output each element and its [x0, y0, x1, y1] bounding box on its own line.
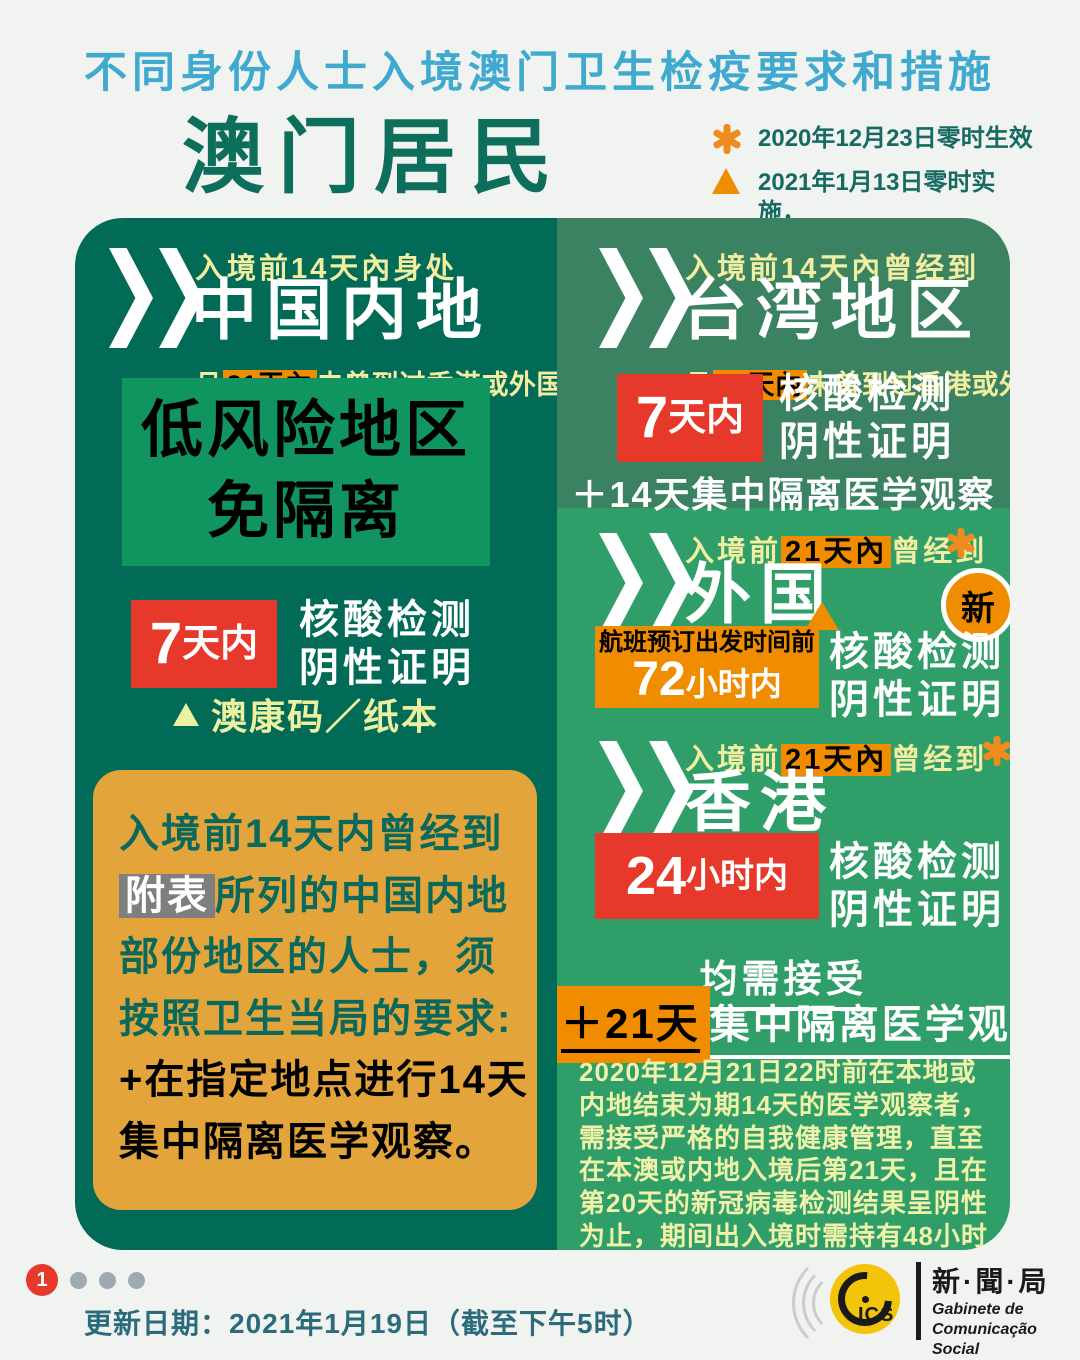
requirement-text: 核酸检测 阴性证明: [299, 598, 475, 690]
hongkong-eyebrow: 入境前 21天內 曾经到: [685, 744, 988, 776]
page-indicator-dot: [99, 1271, 116, 1289]
info-panels: 入境前14天內身处 中国内地 且21天內未曾到过香港或外国 低风险地区 免隔离 …: [75, 218, 1010, 1250]
all-required-line: 均需接受: [557, 948, 1010, 1011]
quarantine-21days-line: ＋21天集中隔离医学观察: [557, 986, 1010, 1063]
chevron-right-icon: [599, 741, 693, 841]
lowrisk-box: 低风险地区 免隔离: [122, 378, 490, 566]
requirement-text: 核酸检测 阴性证明: [779, 372, 955, 464]
sound-wave-arc: [802, 1262, 884, 1344]
triangle-icon: [172, 702, 199, 726]
requirement-text: 核酸检测 阴性证明: [829, 840, 1005, 932]
logo-text: 新·聞·局 Gabinete de Comunicação Social: [932, 1266, 1050, 1358]
gcs-acronym: ICS: [858, 1304, 895, 1326]
flight-time-box: 航班预订出发时间前 72小时内: [595, 626, 819, 708]
taiwan-requirement: 7 天内 核酸检测 阴性证明: [617, 370, 955, 466]
chevron-right-icon: [109, 248, 203, 348]
update-date: 更新日期：2021年1月19日（截至下午5时）: [84, 1308, 652, 1339]
new-badge: 新: [941, 568, 1010, 642]
days-badge: 7 天内: [131, 600, 277, 688]
gcs-logo: ICS 新·聞·局 Gabinete de Comunicação Social: [792, 1252, 1070, 1358]
sound-wave-arc: [812, 1272, 874, 1334]
mainland-requirement: 7 天内 核酸检测 阴性证明: [131, 596, 475, 692]
panel-right: 入境前14天內曾经到 台湾地区 且21天內未曾到过香港或外国 7天内 核酸检测 …: [557, 218, 1010, 1250]
notice-box: 入境前14天内曾经到 附表 所列的中国内地 部份地区的人士，须 按照卫生当局的要求…: [93, 770, 537, 1210]
foreign-title: 外国: [685, 557, 835, 631]
taiwan-title: 台湾地区: [681, 273, 981, 347]
chevron-right-icon: [599, 533, 693, 633]
panel-mainland: 入境前14天內身处 中国内地 且21天內未曾到过香港或外国 低风险地区 免隔离 …: [75, 218, 564, 1250]
mainland-title: 中国内地: [191, 273, 491, 347]
page-indicator-current: 1: [26, 1264, 58, 1296]
asterisk-icon: [946, 528, 976, 558]
pagination: 1: [26, 1264, 145, 1296]
page-indicator-dot: [70, 1271, 87, 1289]
taiwan-eyebrow: 入境前14天內曾经到: [685, 253, 980, 285]
legend-row-asterisk: 2020年12月23日零时生效: [712, 122, 1042, 154]
page-indicator-dot: [128, 1271, 145, 1289]
highlight-21days: 21天內: [781, 744, 892, 776]
mainland-eyebrow: 入境前14天內身处: [195, 253, 458, 285]
fine-print: 2020年12月21日22时前在本地或内地结束为期14天的医学观察者，需接受严格…: [579, 1057, 988, 1250]
gcs-logo-disc: ICS: [826, 1260, 904, 1338]
chevron-right-icon: [599, 248, 693, 348]
requirement-text: 核酸检测 阴性证明: [829, 630, 1005, 722]
appendix-tag: 附表: [119, 873, 215, 918]
asterisk-icon: [982, 736, 1010, 766]
page-title: 不同身份人士入境澳门卫生检疫要求和措施: [84, 49, 996, 97]
foreign-eyebrow: 入境前 21天內 曾经到: [685, 536, 988, 568]
logo-divider: [916, 1262, 921, 1340]
asterisk-icon: [712, 124, 742, 154]
taiwan-extra: ＋14天集中隔离医学观察: [571, 474, 996, 515]
days-badge: 7 天内: [617, 374, 763, 462]
highlight-21days-plus: ＋21天: [557, 986, 710, 1063]
code-note: 澳康码／纸本: [75, 688, 537, 740]
hours-badge: 24 小时内: [595, 833, 819, 919]
legend-text: 2020年12月23日零时生效: [758, 125, 1033, 152]
page-subtitle: 澳门居民: [182, 112, 567, 203]
triangle-icon: [805, 602, 839, 630]
hongkong-title: 香港: [685, 765, 835, 839]
sound-wave-arc: [792, 1252, 894, 1354]
highlight-21days: 21天內: [781, 536, 892, 568]
triangle-icon: [712, 168, 740, 194]
